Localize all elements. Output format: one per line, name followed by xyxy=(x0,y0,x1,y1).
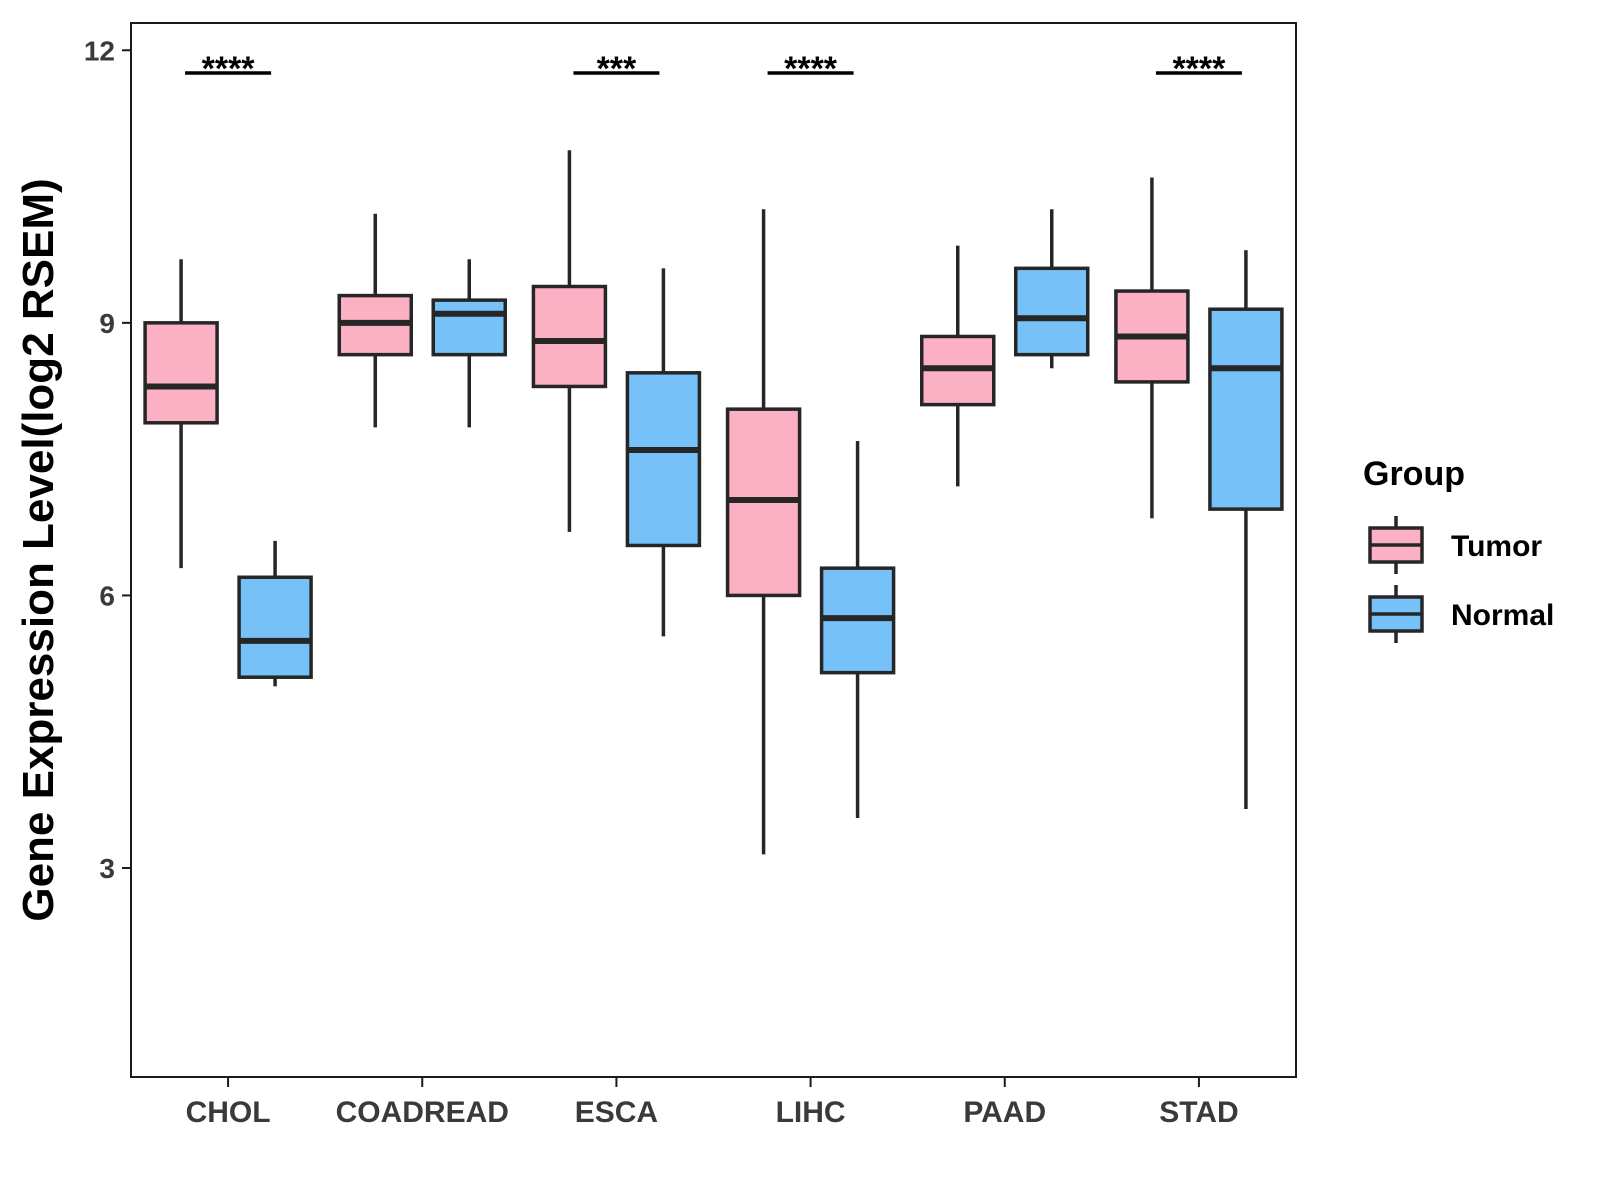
x-tick-label: LIHC xyxy=(776,1096,846,1129)
x-tick-label: COADREAD xyxy=(336,1096,509,1129)
box-body xyxy=(237,575,313,679)
box-normal-stad xyxy=(1208,250,1284,809)
box-normal-paad xyxy=(1014,209,1090,369)
significance-label: *** xyxy=(597,50,637,88)
significance-label: **** xyxy=(202,50,256,88)
significance-stad: **** xyxy=(1155,50,1242,88)
legend-label: Normal xyxy=(1451,599,1554,632)
box-tumor-esca xyxy=(531,150,608,532)
legend-label: Tumor xyxy=(1451,530,1542,563)
box-tumor-lihc xyxy=(725,209,802,855)
plot-frame xyxy=(130,22,1297,1078)
box-tumor-stad xyxy=(1114,177,1190,519)
box-body xyxy=(625,371,702,548)
y-tick-label: 6 xyxy=(99,580,115,611)
box-normal-esca xyxy=(625,268,702,637)
box-normal-chol xyxy=(237,540,313,687)
y-axis-title: Gene Expression Level(log2 RSEM) xyxy=(14,178,63,921)
x-tick-label: STAD xyxy=(1159,1096,1238,1129)
x-axis: CHOL COADREAD ESCA LIHC PAAD STAD xyxy=(186,1077,1239,1129)
box-normal-coadread xyxy=(431,259,507,428)
box-body xyxy=(1208,307,1284,511)
box-normal-lihc xyxy=(819,440,896,819)
y-tick-label: 12 xyxy=(84,35,115,66)
significance-label: **** xyxy=(1172,50,1226,88)
y-tick-label: 3 xyxy=(99,853,115,884)
plot-area: **** *** **** **** xyxy=(143,50,1284,855)
legend: Group Tumor Normal xyxy=(1363,455,1554,643)
y-tick-label: 9 xyxy=(99,308,115,339)
legend-title: Group xyxy=(1363,455,1465,493)
x-tick-label: CHOL xyxy=(186,1096,271,1129)
significance-chol: **** xyxy=(185,50,272,88)
y-axis: 3 6 9 12 xyxy=(84,35,131,884)
legend-entry-tumor: Tumor xyxy=(1368,516,1542,574)
significance-label: **** xyxy=(784,50,838,88)
box-tumor-chol xyxy=(143,259,219,569)
significance-lihc: **** xyxy=(767,50,854,88)
box-body xyxy=(143,321,219,425)
x-tick-label: PAAD xyxy=(963,1096,1046,1129)
legend-entry-normal: Normal xyxy=(1368,585,1554,643)
box-body xyxy=(531,284,608,389)
box-body xyxy=(431,298,507,357)
box-body xyxy=(1014,266,1090,357)
x-tick-label: ESCA xyxy=(575,1096,658,1129)
box-tumor-coadread xyxy=(337,213,413,428)
significance-esca: *** xyxy=(573,50,660,88)
box-tumor-paad xyxy=(920,245,996,487)
